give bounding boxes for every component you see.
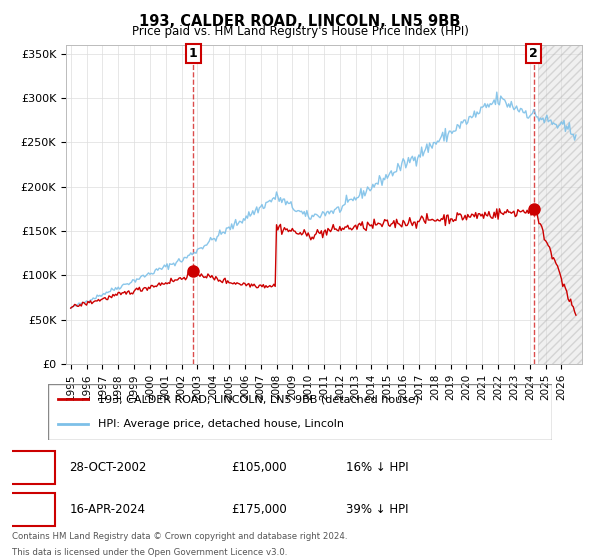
Text: 16% ↓ HPI: 16% ↓ HPI [346, 461, 409, 474]
Text: 16-APR-2024: 16-APR-2024 [70, 503, 146, 516]
Text: 1: 1 [28, 461, 37, 474]
Text: 193, CALDER ROAD, LINCOLN, LN5 9BB: 193, CALDER ROAD, LINCOLN, LN5 9BB [139, 14, 461, 29]
Text: 1: 1 [189, 47, 198, 60]
Text: 2: 2 [28, 503, 37, 516]
Text: 193, CALDER ROAD, LINCOLN, LN5 9BB (detached house): 193, CALDER ROAD, LINCOLN, LN5 9BB (deta… [98, 394, 419, 404]
Text: HPI: Average price, detached house, Lincoln: HPI: Average price, detached house, Linc… [98, 419, 344, 429]
Text: Contains HM Land Registry data © Crown copyright and database right 2024.: Contains HM Land Registry data © Crown c… [12, 533, 347, 542]
Text: Price paid vs. HM Land Registry's House Price Index (HPI): Price paid vs. HM Land Registry's House … [131, 25, 469, 38]
FancyBboxPatch shape [9, 493, 55, 526]
Text: 28-OCT-2002: 28-OCT-2002 [70, 461, 147, 474]
FancyBboxPatch shape [9, 451, 55, 484]
Text: 2: 2 [529, 47, 538, 60]
Text: £175,000: £175,000 [231, 503, 287, 516]
Text: £105,000: £105,000 [231, 461, 287, 474]
Bar [538, 45, 585, 364]
Text: 39% ↓ HPI: 39% ↓ HPI [346, 503, 409, 516]
Text: This data is licensed under the Open Government Licence v3.0.: This data is licensed under the Open Gov… [12, 548, 287, 557]
Bar [538, 45, 585, 364]
